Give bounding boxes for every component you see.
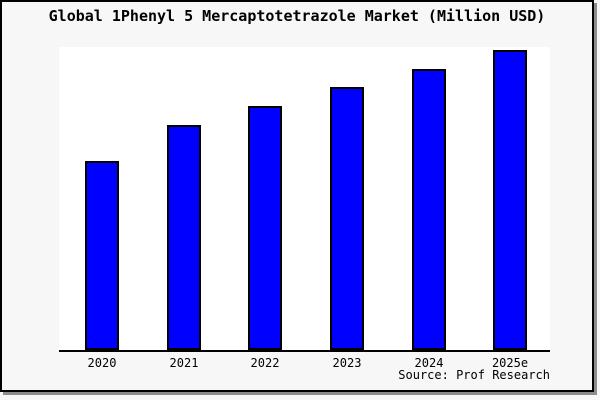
x-tick-2025e: 2025e xyxy=(491,356,529,370)
bar-group-2025e xyxy=(493,47,527,350)
bar-2021 xyxy=(167,125,201,350)
bar-group-2021 xyxy=(167,47,201,350)
bar-2025e xyxy=(493,50,527,350)
plot-area xyxy=(59,47,550,352)
source-credit: Source: Prof Research xyxy=(398,368,550,382)
bar-2022 xyxy=(248,106,282,350)
bar-2024 xyxy=(412,69,446,350)
chart-frame: Global 1Phenyl 5 Mercaptotetrazole Marke… xyxy=(0,0,594,392)
chart-title: Global 1Phenyl 5 Mercaptotetrazole Marke… xyxy=(48,7,546,25)
bar-2020 xyxy=(85,161,119,350)
bar-group-2022 xyxy=(248,47,282,350)
x-tick-2020: 2020 xyxy=(87,356,117,370)
x-tick-2023: 2023 xyxy=(332,356,362,370)
bar-group-2020 xyxy=(85,47,119,350)
bar-group-2024 xyxy=(412,47,446,350)
bar-2023 xyxy=(330,87,364,350)
x-tick-2024: 2024 xyxy=(414,356,444,370)
x-tick-2021: 2021 xyxy=(169,356,199,370)
x-tick-2022: 2022 xyxy=(250,356,280,370)
bar-group-2023 xyxy=(330,47,364,350)
